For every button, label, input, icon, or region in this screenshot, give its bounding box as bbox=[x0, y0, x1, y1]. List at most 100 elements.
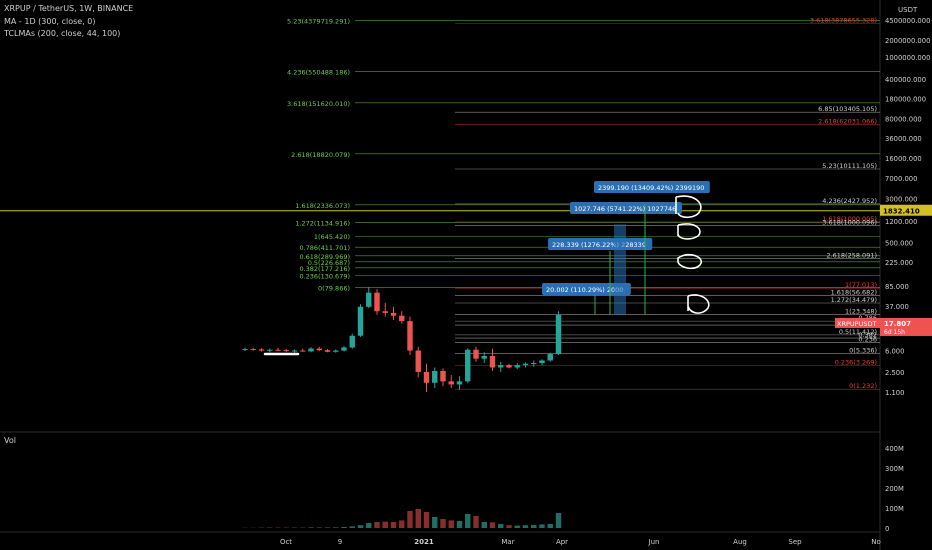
measure-box-2 bbox=[570, 202, 682, 214]
time-axis[interactable]: Oct 9 2021 Mar Apr Jun Aug Sep No bbox=[280, 538, 881, 546]
price-tick-10: 1200.000 bbox=[885, 218, 917, 226]
candle-body-18 bbox=[390, 312, 397, 316]
fib-right-label-8: 1(77.013) bbox=[845, 281, 877, 289]
volume-tick-0: 400M bbox=[885, 445, 904, 453]
volume-bar-10 bbox=[324, 527, 331, 528]
drawn-circle-lower bbox=[677, 253, 703, 270]
fibonacci-levels: 5.23(4379719.291) 4.236(550488.186) 3.618(… bbox=[287, 17, 880, 390]
volume-bar-15 bbox=[366, 523, 372, 528]
volume-bar-13 bbox=[349, 526, 355, 528]
fib-right-label-18: 0.236(3.269) bbox=[835, 358, 877, 366]
symbol-tag: XRPUPUSDT bbox=[837, 320, 876, 328]
volume-bar-23 bbox=[432, 517, 438, 528]
candle-body-38 bbox=[555, 314, 562, 355]
candle-body-10 bbox=[324, 350, 331, 352]
candle-body-28 bbox=[473, 349, 479, 359]
volume-bar-30 bbox=[489, 522, 496, 528]
candle-body-9 bbox=[316, 348, 322, 351]
volume-label: Vol bbox=[4, 436, 16, 445]
volume-bar-11 bbox=[333, 527, 339, 528]
fib-right-label-6: 3.618(1000.096) bbox=[822, 219, 877, 227]
volume-bar-9 bbox=[316, 527, 322, 528]
volume-bar-8 bbox=[308, 527, 314, 528]
ma-indicator-label[interactable]: MA - 1D (300, close, 0) bbox=[4, 17, 96, 26]
candle-body-35 bbox=[531, 363, 537, 365]
candle-body-14 bbox=[357, 306, 364, 336]
candle-body-36 bbox=[539, 360, 545, 364]
candle-body-33 bbox=[514, 365, 520, 368]
price-axis[interactable]: 4500000.000 2000000.000 1000000.000 400000.… bbox=[835, 17, 932, 533]
fib-left-label-2: 3.618(151620.010) bbox=[287, 100, 350, 108]
fib-right-label-19: 0(1.232) bbox=[849, 382, 877, 390]
candle-body-13 bbox=[349, 335, 355, 348]
fib-left-label-6: 1(645.420) bbox=[314, 233, 350, 241]
time-tick-7: Sep bbox=[788, 538, 802, 546]
candle-body-6 bbox=[291, 350, 298, 352]
price-tick-0: 4500000.000 bbox=[885, 17, 930, 25]
price-tick-7: 16000.000 bbox=[885, 155, 922, 163]
currency-label: USDT bbox=[898, 6, 918, 14]
candle-body-19 bbox=[399, 315, 405, 322]
measure-label-2: 1027.746 (5741.22%) 1027746 bbox=[574, 205, 676, 213]
volume-bar-20 bbox=[407, 511, 413, 528]
fib-left-label-1: 4.236(550488.186) bbox=[287, 68, 350, 76]
volume-bar-19 bbox=[399, 520, 405, 528]
candle-body-37 bbox=[547, 354, 553, 361]
price-tick-13: 85.000 bbox=[885, 283, 909, 291]
fib-right-label-0: 3.618(3878655.328) bbox=[810, 17, 877, 25]
last-price-tag-bg bbox=[880, 317, 932, 336]
fib-left-label-12: 0(79.866) bbox=[318, 284, 350, 292]
volume-bar-18 bbox=[390, 522, 397, 528]
drawn-circle-top bbox=[675, 195, 702, 219]
fib-left-label-10: 0.382(177.216) bbox=[299, 265, 350, 273]
volume-bars bbox=[242, 509, 562, 528]
fib-left-label-7: 0.786(411.701) bbox=[299, 244, 350, 252]
candle-body-11 bbox=[333, 350, 339, 352]
tclmas-indicator-label[interactable]: TCLMAs (200, close, 44, 100) bbox=[4, 29, 121, 38]
volume-tick-2: 200M bbox=[885, 485, 904, 493]
volume-tick-4: 0 bbox=[885, 525, 889, 533]
price-tick-9: 3000.000 bbox=[885, 196, 917, 204]
fib-right-label-15: 0.382 bbox=[858, 331, 877, 339]
volume-bar-25 bbox=[448, 520, 454, 528]
volume-bar-29 bbox=[481, 522, 487, 528]
fib-right-label-9: 1.618(56.682) bbox=[831, 289, 877, 297]
volume-bar-33 bbox=[514, 525, 520, 528]
price-tick-5: 80000.000 bbox=[885, 115, 922, 123]
price-tick-6: 36000.000 bbox=[885, 135, 922, 143]
drawn-circle-middle bbox=[677, 223, 701, 240]
time-tick-4: Apr bbox=[556, 538, 568, 546]
volume-bar-17 bbox=[382, 521, 388, 528]
volume-bar-21 bbox=[415, 509, 421, 528]
drawn-circle-bottom bbox=[687, 294, 710, 314]
time-tick-3: Mar bbox=[501, 538, 514, 546]
fib-right-label-3: 5.23(10111.105) bbox=[822, 162, 877, 170]
volume-bar-27 bbox=[465, 514, 471, 528]
measure-boxes: 20.002 (110.29%) 2000 228.339 (1276.22%) … bbox=[542, 181, 710, 315]
volume-bar-35 bbox=[531, 525, 537, 528]
fib-left-label-11: 0.236(130.679) bbox=[299, 272, 350, 280]
candle-body-7 bbox=[300, 350, 306, 352]
time-tick-5: Jun bbox=[648, 538, 660, 546]
yellow-price-tag: 1832.410 bbox=[883, 208, 920, 216]
candle-body-21 bbox=[415, 350, 421, 372]
fib-left-label-9: 0.5(226.687) bbox=[308, 259, 350, 267]
measure-box-1 bbox=[548, 238, 653, 250]
price-tick-2: 1000000.000 bbox=[885, 54, 930, 62]
candle-body-34 bbox=[522, 363, 529, 366]
measure-label-1: 228.339 (1276.22%) 228339 bbox=[552, 241, 646, 249]
volume-bar-22 bbox=[423, 512, 430, 528]
time-tick-2: 2021 bbox=[414, 538, 434, 546]
volume-bar-16 bbox=[374, 522, 380, 528]
price-tick-8: 7000.000 bbox=[885, 175, 917, 183]
fib-right-label-7: 2.618(258.091) bbox=[826, 252, 877, 260]
candle-body-1 bbox=[250, 348, 256, 350]
fib-left-label-8: 0.618(289.969) bbox=[299, 253, 350, 261]
candle-body-12 bbox=[341, 347, 347, 351]
fib-right-label-4: 4.236(2427.952) bbox=[822, 197, 877, 205]
candle-body-26 bbox=[456, 381, 463, 385]
volume-bar-24 bbox=[440, 519, 446, 528]
hand-drawn-marks bbox=[263, 195, 710, 356]
measure-label-0: 20.002 (110.29%) 2000 bbox=[546, 286, 623, 294]
